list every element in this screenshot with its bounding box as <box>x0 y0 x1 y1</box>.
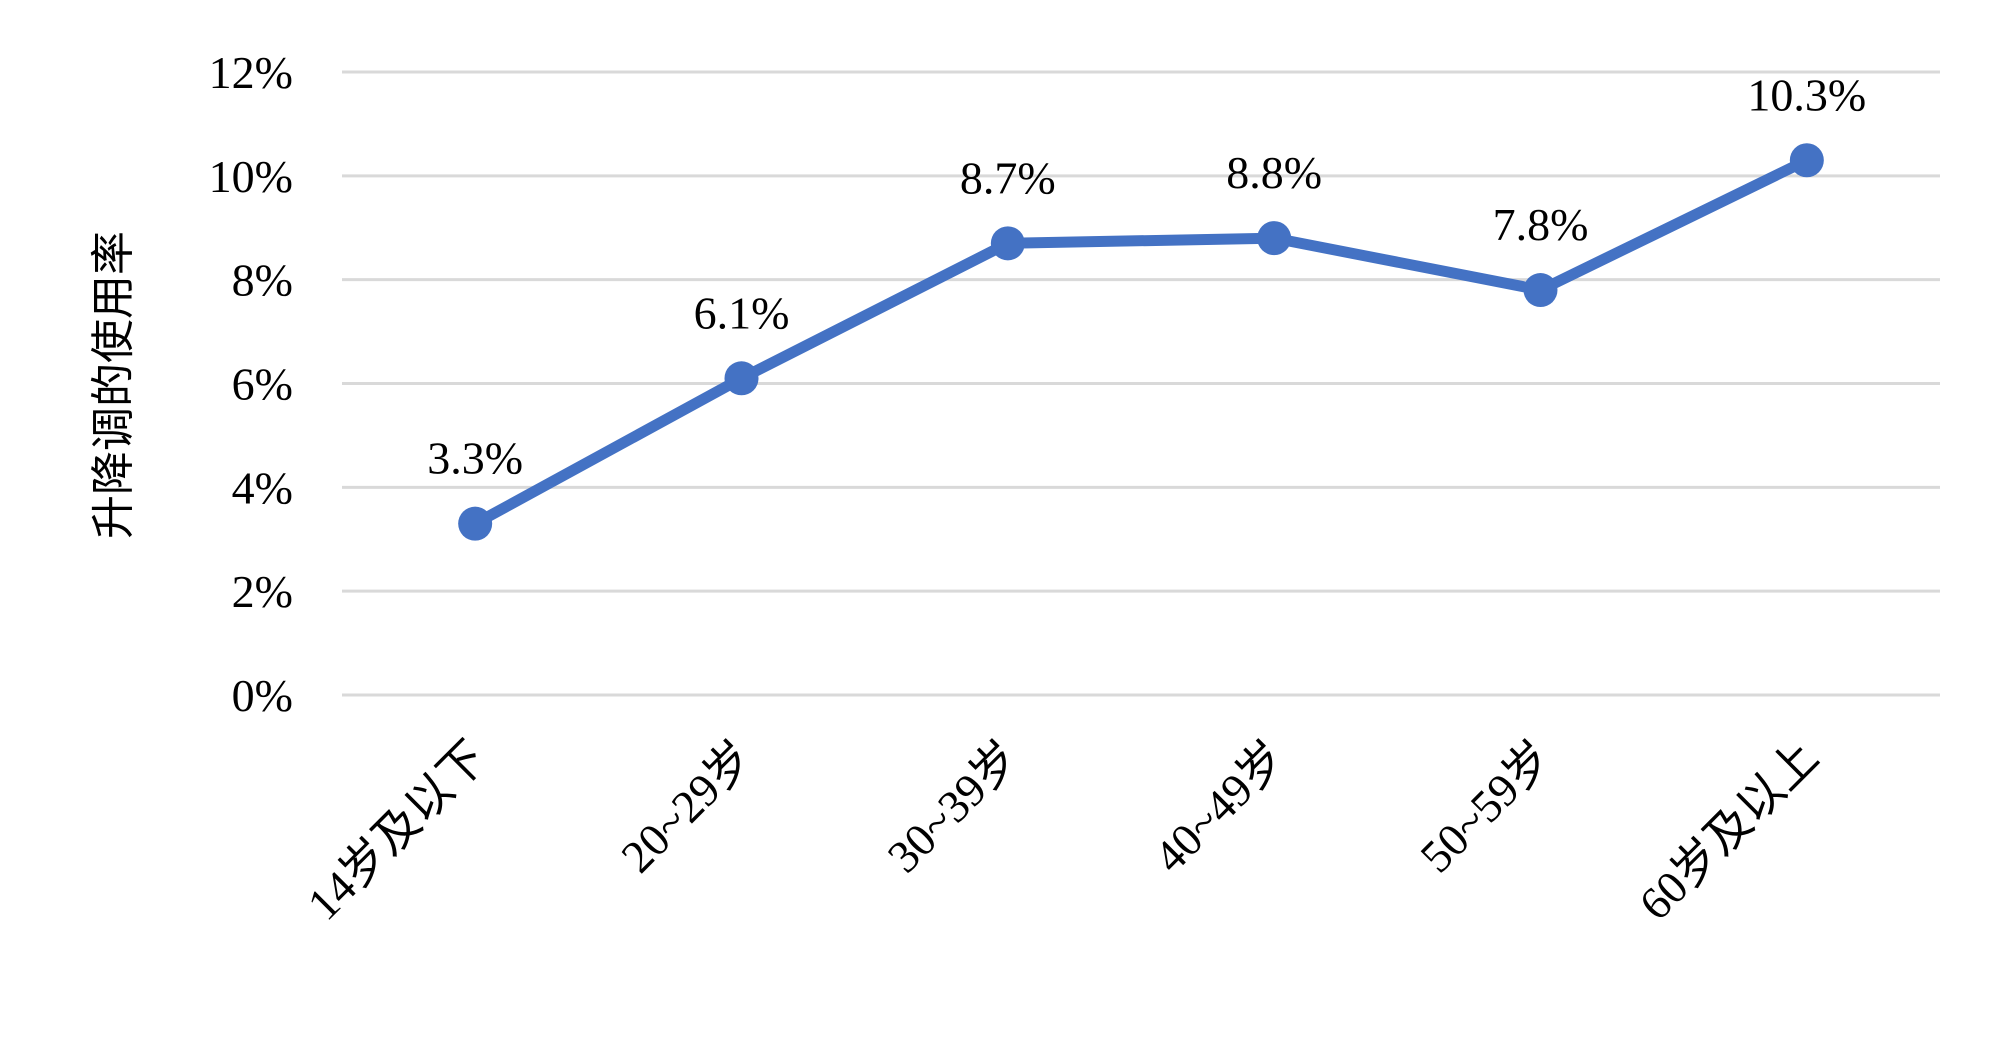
y-axis-tick-labels: 0% 2% 4% 6% 8% 10% 12% <box>209 47 293 721</box>
series-line <box>469 154 1813 530</box>
y-tick-label: 4% <box>232 462 293 513</box>
y-axis-label: 升降调的使用率 <box>88 231 139 539</box>
y-tick-label: 8% <box>232 255 293 306</box>
data-label: 3.3% <box>427 433 523 484</box>
data-labels: 3.3% 6.1% 8.7% 8.8% 7.8% 10.3% <box>427 69 1866 483</box>
gridlines <box>342 70 1940 697</box>
y-tick-label: 12% <box>209 47 293 98</box>
x-tick-label: 60岁及以上 <box>1629 731 1828 930</box>
data-label: 10.3% <box>1747 69 1866 120</box>
data-point <box>990 226 1025 261</box>
y-tick-label: 6% <box>232 359 293 410</box>
data-label: 7.8% <box>1493 199 1589 250</box>
data-point <box>1789 143 1824 178</box>
y-tick-label: 0% <box>232 670 293 721</box>
data-label: 8.7% <box>960 152 1056 203</box>
y-tick-label: 10% <box>209 151 293 202</box>
y-tick-label: 2% <box>232 566 293 617</box>
x-tick-label: 40~49岁 <box>1144 731 1295 882</box>
series-layer <box>458 143 1824 541</box>
x-tick-label: 20~29岁 <box>611 731 762 882</box>
x-tick-label: 30~39岁 <box>878 731 1029 882</box>
data-point <box>1257 221 1292 256</box>
data-label: 8.8% <box>1226 147 1322 198</box>
x-axis-tick-labels: 14岁及以下 20~29岁 30~39岁 40~49岁 50~59岁 60岁及以上 <box>298 731 1828 930</box>
data-point <box>724 361 759 396</box>
x-tick-label: 50~59岁 <box>1410 731 1561 882</box>
data-label: 6.1% <box>694 287 790 338</box>
data-point <box>458 506 493 541</box>
x-tick-label: 14岁及以下 <box>298 731 497 930</box>
data-point <box>1523 273 1558 308</box>
